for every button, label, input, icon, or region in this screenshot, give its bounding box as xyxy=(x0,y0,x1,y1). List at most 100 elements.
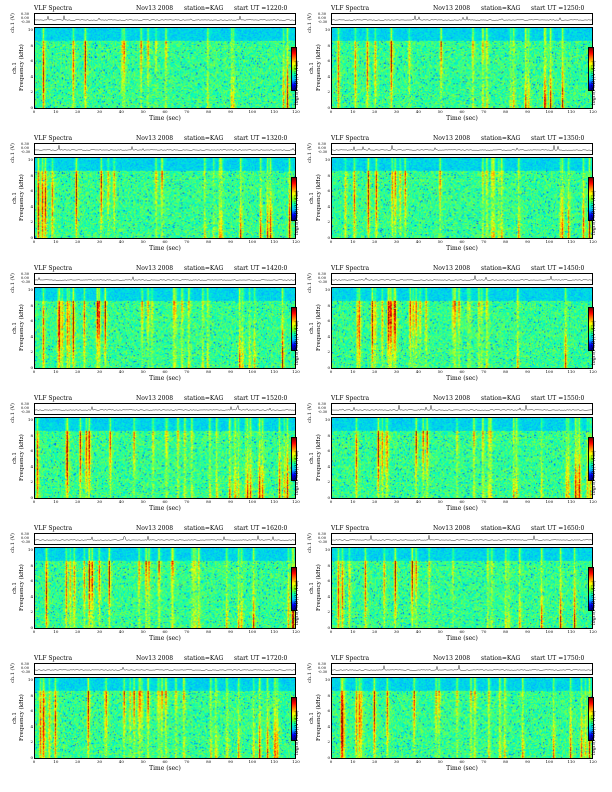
panel-date: Nov13 2008 xyxy=(433,395,471,402)
spectrogram-image xyxy=(35,288,295,368)
time-tick-label: 110 xyxy=(567,499,575,504)
time-tick-label: 30 xyxy=(96,369,103,374)
spectrogram-plot xyxy=(331,547,593,629)
time-tick-label: 40 xyxy=(415,369,421,374)
time-tick-label: 60 xyxy=(162,629,168,634)
frequency-tick-label: 10 xyxy=(27,287,33,292)
colorbar-label: log₁₀(PSD)(V²/Hz) xyxy=(591,190,597,235)
colorbar xyxy=(291,307,297,351)
waveform-trace xyxy=(35,15,296,21)
waveform-trace xyxy=(332,405,593,411)
panel-title: VLF Spectra xyxy=(34,135,73,142)
channel-waveform xyxy=(331,403,593,415)
channel-tick-label: 0.00 xyxy=(318,146,327,150)
waveform-trace xyxy=(332,145,593,151)
time-tick-label: 100 xyxy=(545,629,554,634)
time-tick-label: 30 xyxy=(393,759,400,764)
time-tick-label: 60 xyxy=(162,759,168,764)
channel-tick-label: 0.00 xyxy=(21,536,30,540)
frequency-axis-label-line: Frequency (kHz) xyxy=(316,174,322,222)
channel-tick-label: 0.30 xyxy=(318,272,327,276)
frequency-axis-label-line: Frequency (kHz) xyxy=(316,44,322,92)
frequency-axis-label-line: ch.1 xyxy=(309,322,315,334)
spectrogram-plot xyxy=(331,27,593,109)
frequency-axis-label-line: ch.1 xyxy=(309,712,315,724)
spectrogram-plot xyxy=(331,417,593,499)
frequency-tick-label: 8 xyxy=(30,42,33,48)
frequency-tick-label: 8 xyxy=(327,302,330,308)
spectrogram-panel: VLF Spectra Nov13 2008 station=KAG start UT… xyxy=(8,655,300,780)
frequency-tick-label: 4 xyxy=(30,723,33,729)
waveform-line xyxy=(332,145,593,151)
frequency-tick-label: 4 xyxy=(30,333,33,339)
channel-tick-label: 0.30 xyxy=(21,532,30,536)
time-tick-label: 120 xyxy=(292,239,300,244)
waveform-line xyxy=(35,666,296,671)
channel-waveform xyxy=(34,13,296,25)
panel-header: VLF Spectra Nov13 2008 station=KAG start UT… xyxy=(331,395,593,403)
panel-date: Nov13 2008 xyxy=(433,655,471,662)
frequency-tick-label: 0 xyxy=(327,495,330,500)
frequency-tick-label: 6 xyxy=(30,448,33,454)
frequency-axis-label: ch.1 Frequency (kHz) xyxy=(309,29,323,107)
frequency-tick-label: 2 xyxy=(327,89,330,95)
time-axis-label: Time (sec) xyxy=(149,115,181,122)
spectrogram-panel: VLF Spectra Nov13 2008 station=KAG start UT… xyxy=(8,265,300,390)
waveform-line xyxy=(35,404,296,411)
frequency-tick-label: 4 xyxy=(30,73,33,79)
panel-start-time: start UT =1350:0 xyxy=(531,135,585,142)
channel-tick-label: -0.30 xyxy=(21,150,31,154)
channel-waveform xyxy=(34,143,296,155)
spectrogram-image xyxy=(332,158,592,238)
time-axis-label: Time (sec) xyxy=(149,635,181,642)
panel-date: Nov13 2008 xyxy=(136,395,174,402)
spectrogram-image xyxy=(35,678,295,758)
frequency-tick-label: 2 xyxy=(30,219,33,225)
channel-tick-label: 0.00 xyxy=(318,666,327,670)
time-tick-label: 60 xyxy=(162,239,168,244)
frequency-tick-label: 4 xyxy=(327,463,330,469)
channel-tick-label: -0.30 xyxy=(318,150,328,154)
time-tick-label: 120 xyxy=(589,759,597,764)
channel-tick-label: -0.30 xyxy=(318,280,328,284)
frequency-tick-label: 0 xyxy=(327,365,330,370)
waveform-line xyxy=(332,665,593,671)
frequency-tick-label: 2 xyxy=(30,739,33,745)
time-tick-label: 90 xyxy=(227,109,234,114)
time-tick-label: 0 xyxy=(32,759,36,764)
frequency-tick-label: 6 xyxy=(30,318,33,324)
waveform-line xyxy=(35,145,296,151)
channel-tick-label: 0.30 xyxy=(318,402,327,406)
panel-title: VLF Spectra xyxy=(34,395,73,402)
panel-header: VLF Spectra Nov13 2008 station=KAG start UT… xyxy=(34,395,296,403)
frequency-tick-label: 8 xyxy=(327,692,330,698)
panel-start-time: start UT =1320:0 xyxy=(234,135,288,142)
time-tick-label: 100 xyxy=(545,759,554,764)
time-tick-label: 30 xyxy=(393,239,400,244)
time-tick-label: 0 xyxy=(329,109,333,114)
colorbar-label: log₁₀(PSD)(V²/Hz) xyxy=(294,580,300,625)
time-tick-label: 30 xyxy=(96,759,103,764)
time-tick-label: 0 xyxy=(329,759,333,764)
spectrogram-plot xyxy=(331,157,593,239)
time-tick-label: 60 xyxy=(162,109,168,114)
spectrogram-panel: VLF Spectra Nov13 2008 station=KAG start UT… xyxy=(305,655,597,780)
time-tick-label: 60 xyxy=(162,499,168,504)
spectrogram-panel: VLF Spectra Nov13 2008 station=KAG start UT… xyxy=(8,5,300,130)
frequency-tick-label: 8 xyxy=(327,432,330,438)
channel-tick-label: -0.30 xyxy=(21,20,31,24)
time-tick-label: 100 xyxy=(248,759,257,764)
panel-title: VLF Spectra xyxy=(34,525,73,532)
panel-title: VLF Spectra xyxy=(34,5,73,12)
panel-header: VLF Spectra Nov13 2008 station=KAG start UT… xyxy=(34,135,296,143)
frequency-axis-label-line: Frequency (kHz) xyxy=(19,174,25,222)
time-tick-label: 120 xyxy=(292,499,300,504)
time-tick-label: 10 xyxy=(53,239,59,244)
time-tick-label: 80 xyxy=(206,239,212,244)
panel-station: station=KAG xyxy=(481,655,521,662)
colorbar xyxy=(291,177,297,221)
time-tick-label: 110 xyxy=(270,239,278,244)
time-tick-label: 10 xyxy=(53,369,59,374)
time-tick-label: 100 xyxy=(545,369,554,374)
